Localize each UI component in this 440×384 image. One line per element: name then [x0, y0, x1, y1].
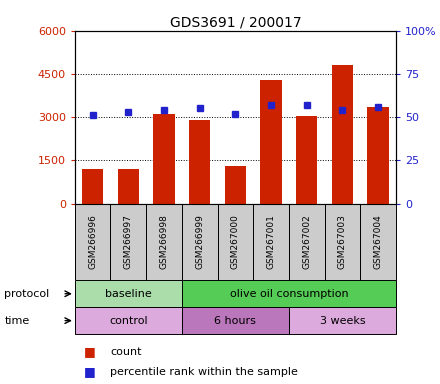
Text: GSM266996: GSM266996 [88, 215, 97, 269]
Bar [75, 280, 182, 307]
Text: ■: ■ [84, 365, 95, 378]
Text: protocol: protocol [4, 289, 50, 299]
Text: control: control [109, 316, 148, 326]
Text: GSM266997: GSM266997 [124, 215, 133, 269]
Bar [82, 169, 103, 204]
Bar [367, 107, 389, 204]
Bar [117, 169, 139, 204]
Text: count: count [110, 346, 142, 357]
Text: baseline: baseline [105, 289, 152, 299]
Bar [189, 120, 210, 204]
Text: olive oil consumption: olive oil consumption [230, 289, 348, 299]
Bar [146, 204, 182, 280]
Bar [225, 166, 246, 204]
Bar [260, 79, 282, 204]
Text: 3 weeks: 3 weeks [319, 316, 365, 326]
Bar [289, 204, 325, 280]
Text: GSM266998: GSM266998 [160, 215, 169, 269]
Bar [182, 307, 289, 334]
Text: GSM267004: GSM267004 [374, 215, 383, 269]
Text: ■: ■ [84, 345, 95, 358]
Text: percentile rank within the sample: percentile rank within the sample [110, 366, 298, 377]
Bar [360, 204, 396, 280]
Bar [296, 116, 318, 204]
Bar [217, 204, 253, 280]
Bar [75, 307, 182, 334]
Text: 6 hours: 6 hours [214, 316, 257, 326]
Bar [289, 307, 396, 334]
Text: GSM266999: GSM266999 [195, 215, 204, 269]
Bar [75, 204, 110, 280]
Bar [253, 204, 289, 280]
Bar [182, 204, 217, 280]
Bar [325, 204, 360, 280]
Title: GDS3691 / 200017: GDS3691 / 200017 [169, 16, 301, 30]
Text: GSM267001: GSM267001 [267, 215, 275, 269]
Text: GSM267002: GSM267002 [302, 215, 311, 269]
Text: time: time [4, 316, 29, 326]
Bar [182, 280, 396, 307]
Text: GSM267000: GSM267000 [231, 215, 240, 269]
Bar [332, 65, 353, 204]
Bar [110, 204, 146, 280]
Bar [153, 114, 175, 204]
Text: GSM267003: GSM267003 [338, 215, 347, 269]
